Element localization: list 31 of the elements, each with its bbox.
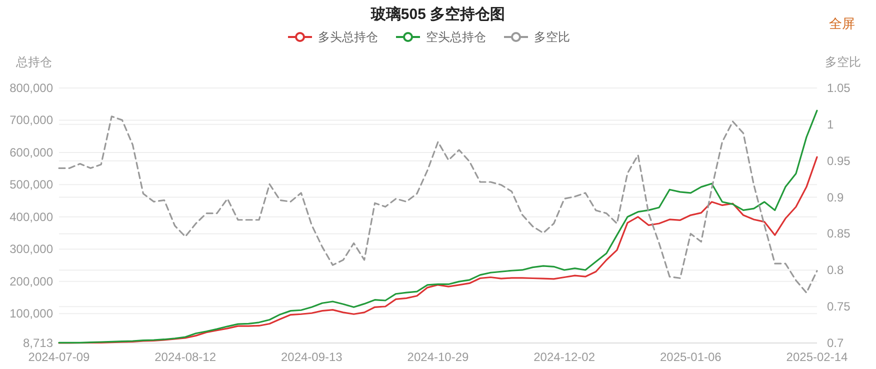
x-tick-label: 2024-12-02 (534, 350, 596, 364)
x-tick-label: 2024-09-13 (280, 350, 343, 364)
y-tick-label: 800,000 (10, 81, 54, 95)
x-tick-label: 2025-02-14 (786, 350, 848, 364)
x-tick-label: 2024-07-09 (28, 350, 90, 364)
y-tick-label: 200,000 (10, 274, 54, 288)
y-axis-title: 总持仓 (15, 55, 52, 69)
x-tick-label: 2024-10-29 (407, 350, 470, 364)
legend-label: 多头总持仓 (318, 30, 378, 44)
y2-tick-label: 1 (827, 117, 834, 132)
y2-tick-label: 1.05 (827, 81, 851, 95)
x-tick-label: 2025-01-06 (660, 350, 722, 364)
legend-label: 空头总持仓 (426, 30, 486, 44)
y2-axis-title: 多空比 (825, 55, 861, 69)
y2-tick-label: 0.7 (827, 336, 844, 350)
y-tick-label: 500,000 (10, 178, 54, 192)
y-tick-label: 700,000 (10, 113, 54, 128)
y-tick-label: 100,000 (10, 306, 54, 321)
y2-tick-label: 0.9 (827, 190, 844, 204)
text: 全屏 (829, 16, 855, 31)
y-tick-label: 400,000 (10, 210, 54, 224)
y-tick-label: 8,713 (22, 336, 54, 350)
x-tick-label: 2024-08-12 (154, 350, 216, 364)
y2-tick-label: 0.8 (827, 263, 844, 278)
y-tick-label: 600,000 (10, 145, 54, 160)
y-tick-label: 300,000 (10, 242, 54, 256)
y2-tick-label: 0.85 (827, 226, 851, 241)
y2-tick-label: 0.75 (827, 300, 851, 314)
chart-title: 玻璃505 多空持仓图 (370, 5, 506, 23)
y2-tick-label: 0.95 (827, 154, 851, 168)
legend-label: 多空比 (534, 30, 570, 44)
